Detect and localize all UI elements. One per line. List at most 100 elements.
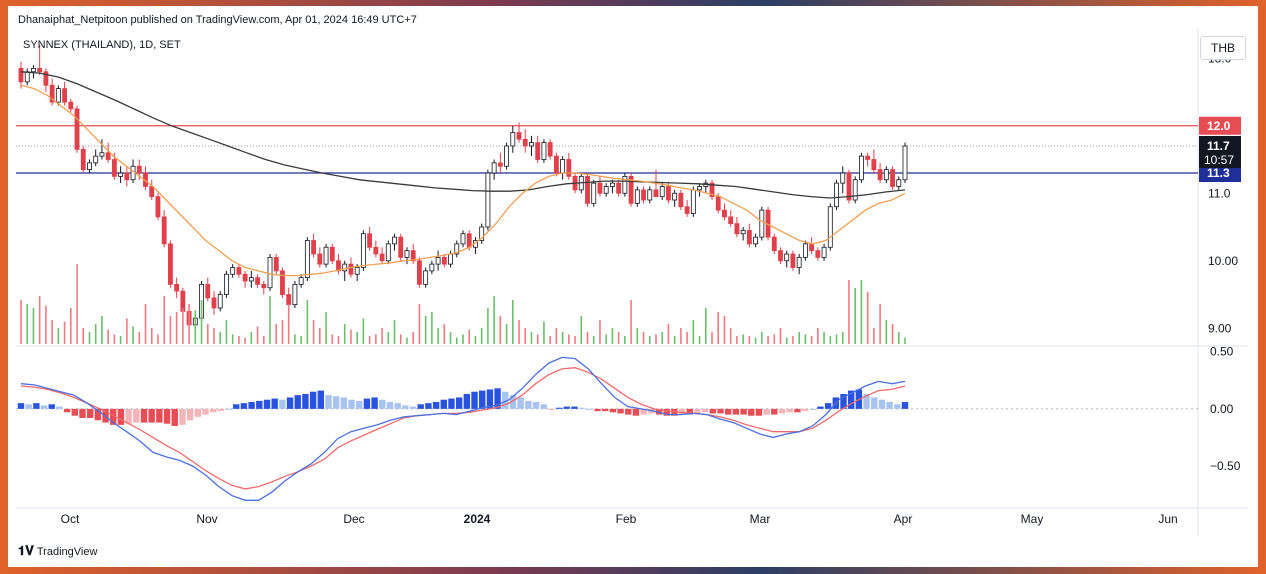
candle-body — [31, 67, 36, 73]
candle-body — [709, 182, 715, 198]
time-tick-label: Nov — [196, 512, 217, 526]
volume-bar — [350, 329, 352, 344]
candle-body — [24, 71, 30, 83]
candle-body — [672, 192, 678, 201]
candle-body — [398, 236, 404, 258]
candle-body — [43, 71, 49, 86]
macd-tick-label: 0.00 — [1210, 402, 1234, 416]
volume-bar — [474, 336, 477, 344]
candle-body — [684, 206, 690, 214]
candle-body — [105, 152, 111, 160]
candle-body — [802, 243, 808, 258]
volume-bar — [848, 280, 850, 344]
volume-bar — [779, 328, 782, 344]
macd-histogram-bar — [371, 397, 378, 409]
candle-body — [871, 159, 877, 171]
macd-histogram-bar — [886, 402, 893, 409]
candle-body — [93, 155, 99, 164]
candle-body — [491, 162, 497, 174]
volume-bar — [455, 337, 458, 344]
price-tick-label: 10.00 — [1208, 254, 1238, 268]
macd-histogram-bar — [133, 408, 140, 423]
macd-histogram-bar — [63, 408, 71, 413]
volume-bar — [692, 320, 695, 344]
volume-bar — [555, 328, 558, 344]
volume-bar — [88, 332, 91, 344]
symbol-legend[interactable]: SYNNEX (THAILAND), 1D, SET — [23, 39, 181, 51]
candle-body — [497, 162, 503, 167]
volume-bar — [294, 334, 296, 344]
candle-body — [205, 283, 211, 299]
volume-bar — [287, 304, 290, 344]
candle-body — [778, 250, 783, 262]
resistance-label-bg — [1199, 116, 1241, 135]
macd-histogram-bar — [632, 408, 640, 416]
volume-bar — [238, 336, 240, 344]
volume-bar — [754, 337, 757, 344]
time-tick-label: Apr — [894, 512, 913, 526]
candle-body — [55, 88, 61, 103]
volume-bar — [375, 334, 377, 344]
chart-canvas[interactable]: 13.012.011.010.009.0012.011.311.710:570.… — [8, 6, 1258, 567]
currency-button[interactable]: THB — [1200, 36, 1246, 60]
volume-bar — [630, 300, 632, 344]
candle-body — [323, 246, 329, 265]
candle-body — [336, 260, 341, 272]
volume-bar — [723, 316, 726, 344]
volume-bar — [157, 334, 159, 344]
candle-body — [317, 253, 323, 265]
volume-bar — [219, 332, 222, 344]
volume-bar — [773, 334, 776, 344]
candle-body — [373, 246, 379, 255]
candle-body — [678, 192, 684, 208]
candle-body — [877, 169, 883, 181]
candle-body — [124, 172, 130, 181]
volume-bar — [362, 318, 365, 344]
volume-bar — [119, 336, 122, 344]
volume-bar — [431, 312, 433, 344]
macd-histogram-bar — [471, 391, 478, 409]
volume-bar — [306, 300, 309, 344]
macd-tick-label: −0.50 — [1210, 459, 1241, 473]
macd-histogram-bar — [840, 394, 847, 409]
macd-histogram-bar — [563, 406, 570, 409]
macd-histogram-bar — [86, 408, 94, 418]
candle-body — [522, 138, 528, 147]
candle-body — [392, 236, 397, 245]
macd-histogram-bar — [847, 390, 855, 409]
candle-body — [740, 229, 746, 235]
volume-bar — [443, 324, 446, 344]
macd-histogram-bar — [33, 403, 40, 409]
candle-body — [790, 253, 796, 268]
candle-body — [74, 108, 80, 150]
time-tick-label: Mar — [750, 512, 771, 526]
volume-bar — [592, 336, 595, 344]
candle-body — [890, 169, 895, 187]
candle-body — [560, 159, 566, 174]
tradingview-brand[interactable]: 𝟏𝐕 TradingView — [18, 544, 97, 559]
volume-bar — [331, 334, 334, 344]
candle-body — [49, 84, 55, 103]
volume-bar — [312, 320, 315, 344]
volume-bar — [188, 304, 190, 344]
volume-bar — [804, 334, 807, 344]
macd-histogram-bar — [878, 399, 886, 409]
candle-body — [535, 142, 541, 160]
candle-body — [248, 277, 254, 282]
volume-bar — [319, 328, 321, 344]
volume-bar — [499, 316, 502, 344]
macd-histogram-bar — [71, 408, 79, 416]
candle-body — [62, 88, 68, 103]
bar-countdown-label: 10:57 — [1204, 153, 1234, 167]
volume-bar — [406, 337, 408, 344]
volume-bar — [57, 328, 60, 344]
macd-histogram-bar — [448, 398, 455, 409]
volume-bar — [213, 328, 215, 344]
macd-histogram-bar — [740, 408, 747, 415]
candle-body — [360, 233, 366, 268]
candle-body — [404, 250, 410, 258]
candle-body — [454, 243, 460, 255]
volume-bar — [642, 332, 645, 344]
time-tick-label: Feb — [616, 512, 637, 526]
candle-body — [852, 179, 858, 201]
